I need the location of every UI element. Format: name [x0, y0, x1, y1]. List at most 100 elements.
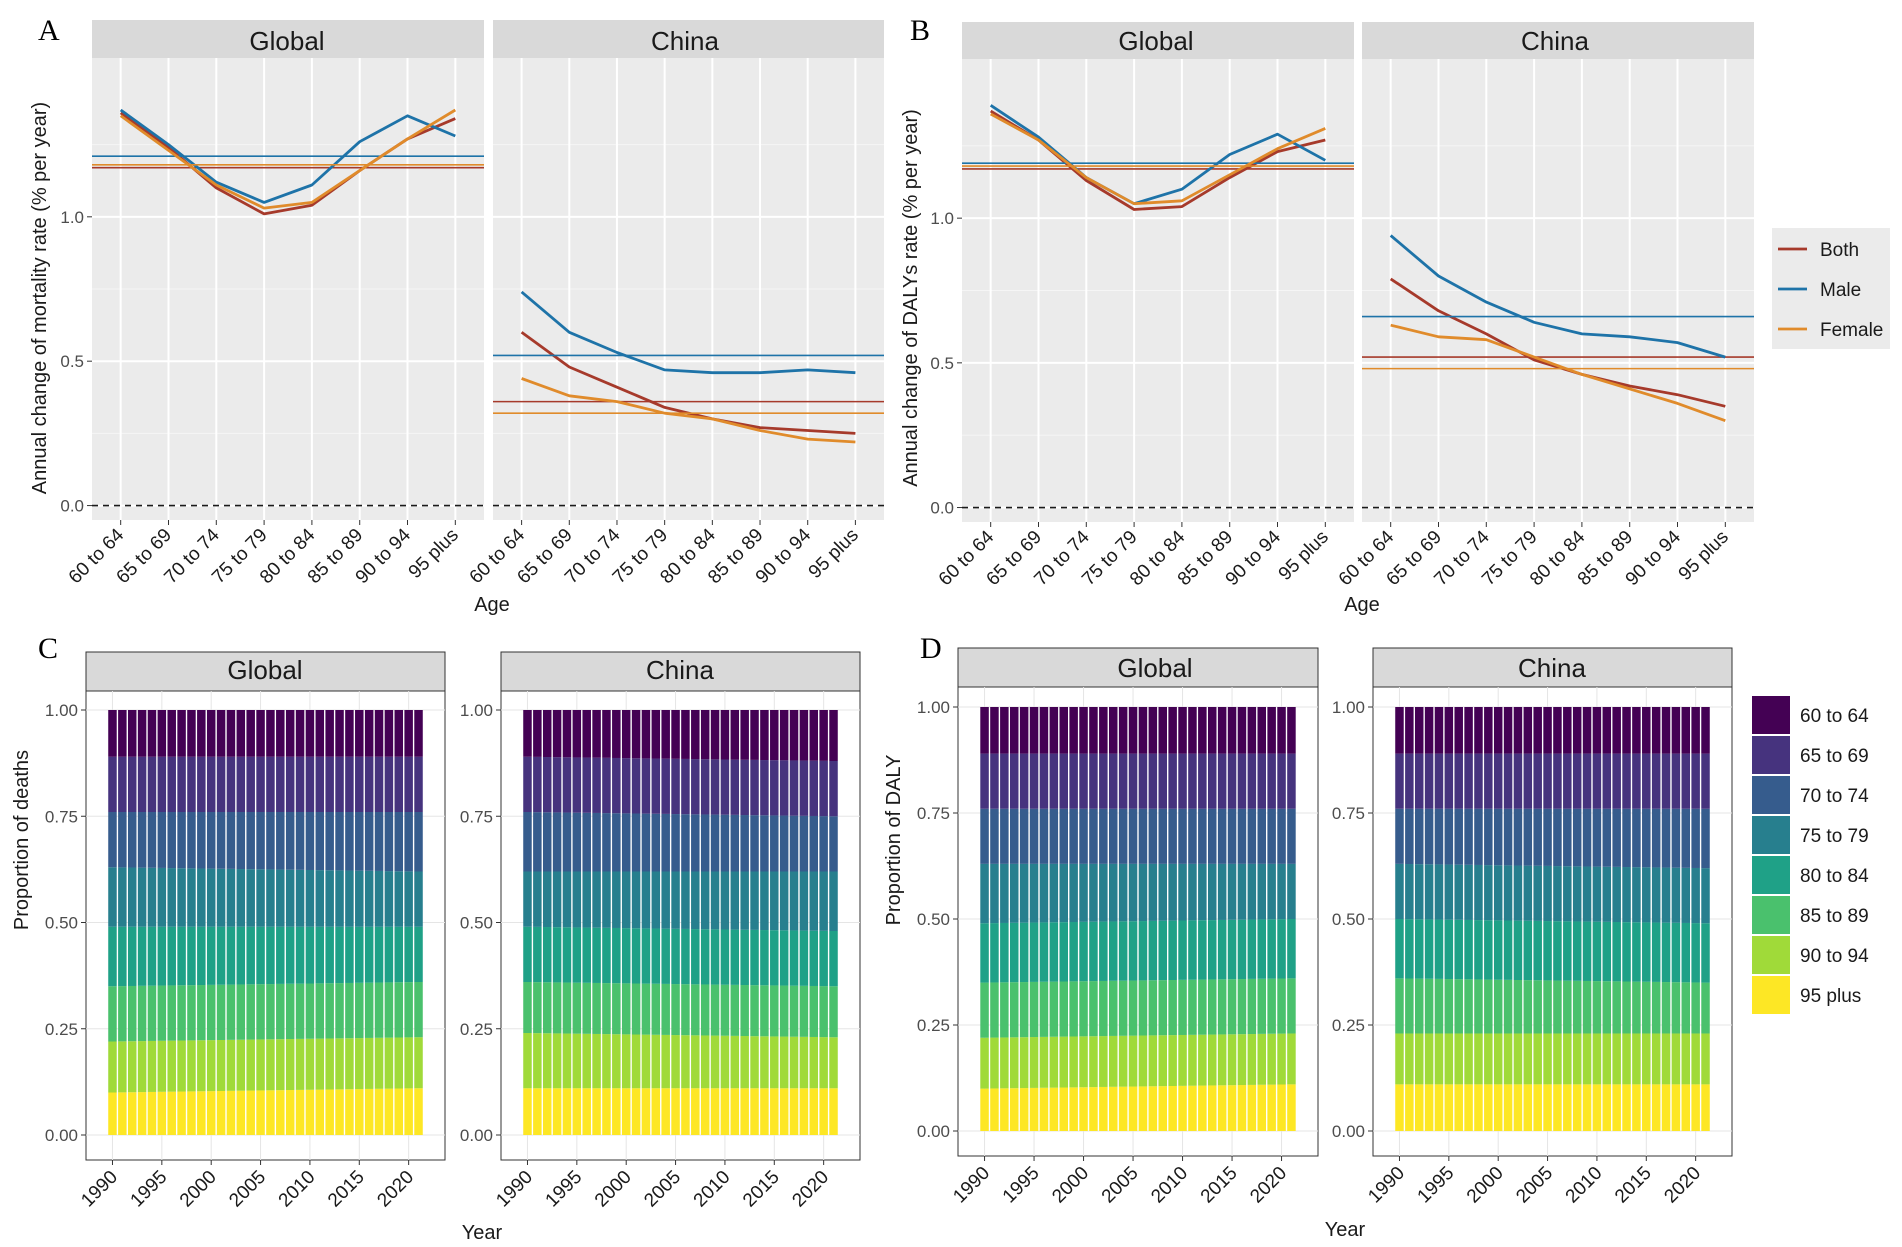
bar-segment-60-to-64	[1602, 707, 1612, 754]
bar-segment-65-to-69	[414, 756, 423, 812]
bar-segment-65-to-69	[1207, 753, 1217, 809]
bar-segment-70-to-74	[641, 813, 651, 872]
bar-segment-60-to-64	[1089, 707, 1098, 754]
bar-segment-85-to-89	[1188, 979, 1197, 1035]
bar-c-china-2020	[819, 710, 828, 1135]
bar-segment-95-plus	[730, 1088, 740, 1135]
bar-c-china-1992	[542, 710, 552, 1135]
bar-d-global-1993	[1009, 707, 1019, 1131]
bar-segment-90-to-94	[1642, 1033, 1651, 1085]
bar-segment-65-to-69	[1257, 753, 1266, 809]
bar-segment-70-to-74	[187, 812, 196, 869]
bar-segment-80-to-84	[1671, 922, 1681, 983]
bar-segment-95-plus	[1434, 1084, 1444, 1131]
bar-segment-65-to-69	[1217, 753, 1227, 809]
bar-segment-80-to-84	[226, 926, 236, 985]
bar-d-global-2015	[1227, 707, 1237, 1131]
bar-c-global-2001	[216, 710, 226, 1135]
bar-segment-60-to-64	[1533, 707, 1542, 754]
bar-segment-85-to-89	[1069, 981, 1078, 1037]
bar-segment-70-to-74	[720, 814, 730, 872]
bar-segment-85-to-89	[157, 985, 167, 1041]
bar-segment-80-to-84	[730, 929, 740, 985]
bar-segment-70-to-74	[819, 816, 828, 872]
bar-segment-90-to-94	[1237, 1034, 1247, 1086]
bar-segment-85-to-89	[1602, 981, 1612, 1034]
bar-segment-60-to-64	[1069, 707, 1078, 754]
bar-d-global-1995	[1029, 707, 1039, 1131]
bar-segment-85-to-89	[147, 985, 157, 1041]
bar-segment-90-to-94	[364, 1037, 374, 1089]
bar-segment-85-to-89	[990, 982, 999, 1038]
bar-c-global-2017	[374, 710, 384, 1135]
x-axis-title-b: Age	[1344, 594, 1380, 616]
bar-segment-85-to-89	[206, 984, 216, 1041]
x-tick-label-d-global: 2010	[1147, 1163, 1192, 1208]
bar-segment-80-to-84	[572, 927, 582, 983]
bar-segment-80-to-84	[1069, 922, 1078, 982]
bar-segment-60-to-64	[1247, 707, 1257, 754]
bar-segment-85-to-89	[285, 983, 295, 1040]
bar-segment-60-to-64	[651, 710, 661, 759]
bar-d-global-2018	[1257, 707, 1266, 1131]
bar-segment-95-plus	[177, 1091, 186, 1135]
bar-c-china-2002	[641, 710, 651, 1135]
bar-segment-75-to-79	[374, 870, 384, 927]
bar-segment-70-to-74	[1069, 808, 1078, 864]
bar-segment-90-to-94	[829, 1037, 838, 1089]
bar-segment-75-to-79	[1464, 864, 1473, 920]
bar-segment-95-plus	[1543, 1084, 1552, 1131]
bar-segment-70-to-74	[1661, 808, 1671, 868]
bar-c-china-1993	[552, 710, 562, 1135]
legend-key-65-to-69	[1752, 736, 1790, 774]
bar-segment-70-to-74	[1118, 808, 1128, 864]
bar-d-global-1996	[1039, 707, 1049, 1131]
bar-segment-60-to-64	[1642, 707, 1651, 754]
strip-b-china	[1362, 22, 1754, 59]
bar-d-china-1997	[1464, 707, 1473, 1131]
bar-segment-95-plus	[710, 1088, 720, 1135]
bar-segment-65-to-69	[1612, 753, 1621, 809]
bar-segment-75-to-79	[1493, 865, 1503, 921]
bar-segment-95-plus	[621, 1088, 631, 1135]
bar-segment-60-to-64	[246, 710, 255, 757]
bar-segment-80-to-84	[1039, 922, 1049, 982]
bar-segment-80-to-84	[414, 926, 423, 982]
bar-segment-85-to-89	[315, 983, 325, 1039]
bar-segment-65-to-69	[216, 756, 226, 812]
bar-segment-95-plus	[355, 1089, 364, 1135]
bar-segment-65-to-69	[562, 757, 572, 813]
bar-segment-75-to-79	[1059, 863, 1068, 923]
bar-segment-70-to-74	[1198, 808, 1207, 864]
bar-segment-75-to-79	[1099, 863, 1108, 922]
bar-segment-95-plus	[1029, 1087, 1039, 1131]
bar-segment-80-to-84	[1198, 920, 1207, 980]
bar-segment-85-to-89	[335, 983, 344, 1039]
bar-segment-95-plus	[631, 1088, 641, 1135]
bar-d-china-2011	[1602, 707, 1612, 1131]
bar-segment-80-to-84	[1267, 919, 1276, 979]
bar-segment-70-to-74	[809, 815, 819, 872]
bar-segment-70-to-74	[1287, 808, 1296, 864]
bar-segment-95-plus	[137, 1092, 147, 1135]
bar-segment-65-to-69	[621, 758, 631, 814]
bar-segment-95-plus	[1247, 1084, 1257, 1131]
bar-segment-90-to-94	[1592, 1033, 1602, 1085]
bar-segment-75-to-79	[1277, 863, 1286, 920]
bar-segment-70-to-74	[710, 814, 720, 872]
bar-segment-60-to-64	[1651, 707, 1661, 754]
bar-segment-95-plus	[1651, 1084, 1661, 1131]
bar-c-china-2000	[621, 710, 631, 1135]
series-line-a-china-female	[521, 377, 856, 444]
bar-segment-80-to-84	[1217, 919, 1227, 980]
bar-c-global-2018	[384, 710, 394, 1135]
legend-key-75-to-79	[1752, 816, 1790, 854]
bar-segment-80-to-84	[384, 926, 394, 983]
bar-segment-80-to-84	[276, 926, 285, 984]
bar-segment-70-to-74	[770, 815, 779, 872]
bar-segment-80-to-84	[1464, 919, 1473, 980]
bar-segment-65-to-69	[651, 758, 661, 814]
y-tick-label-c-china: 0.00	[460, 1126, 493, 1145]
bar-segment-70-to-74	[414, 812, 423, 872]
bar-segment-60-to-64	[671, 710, 680, 759]
